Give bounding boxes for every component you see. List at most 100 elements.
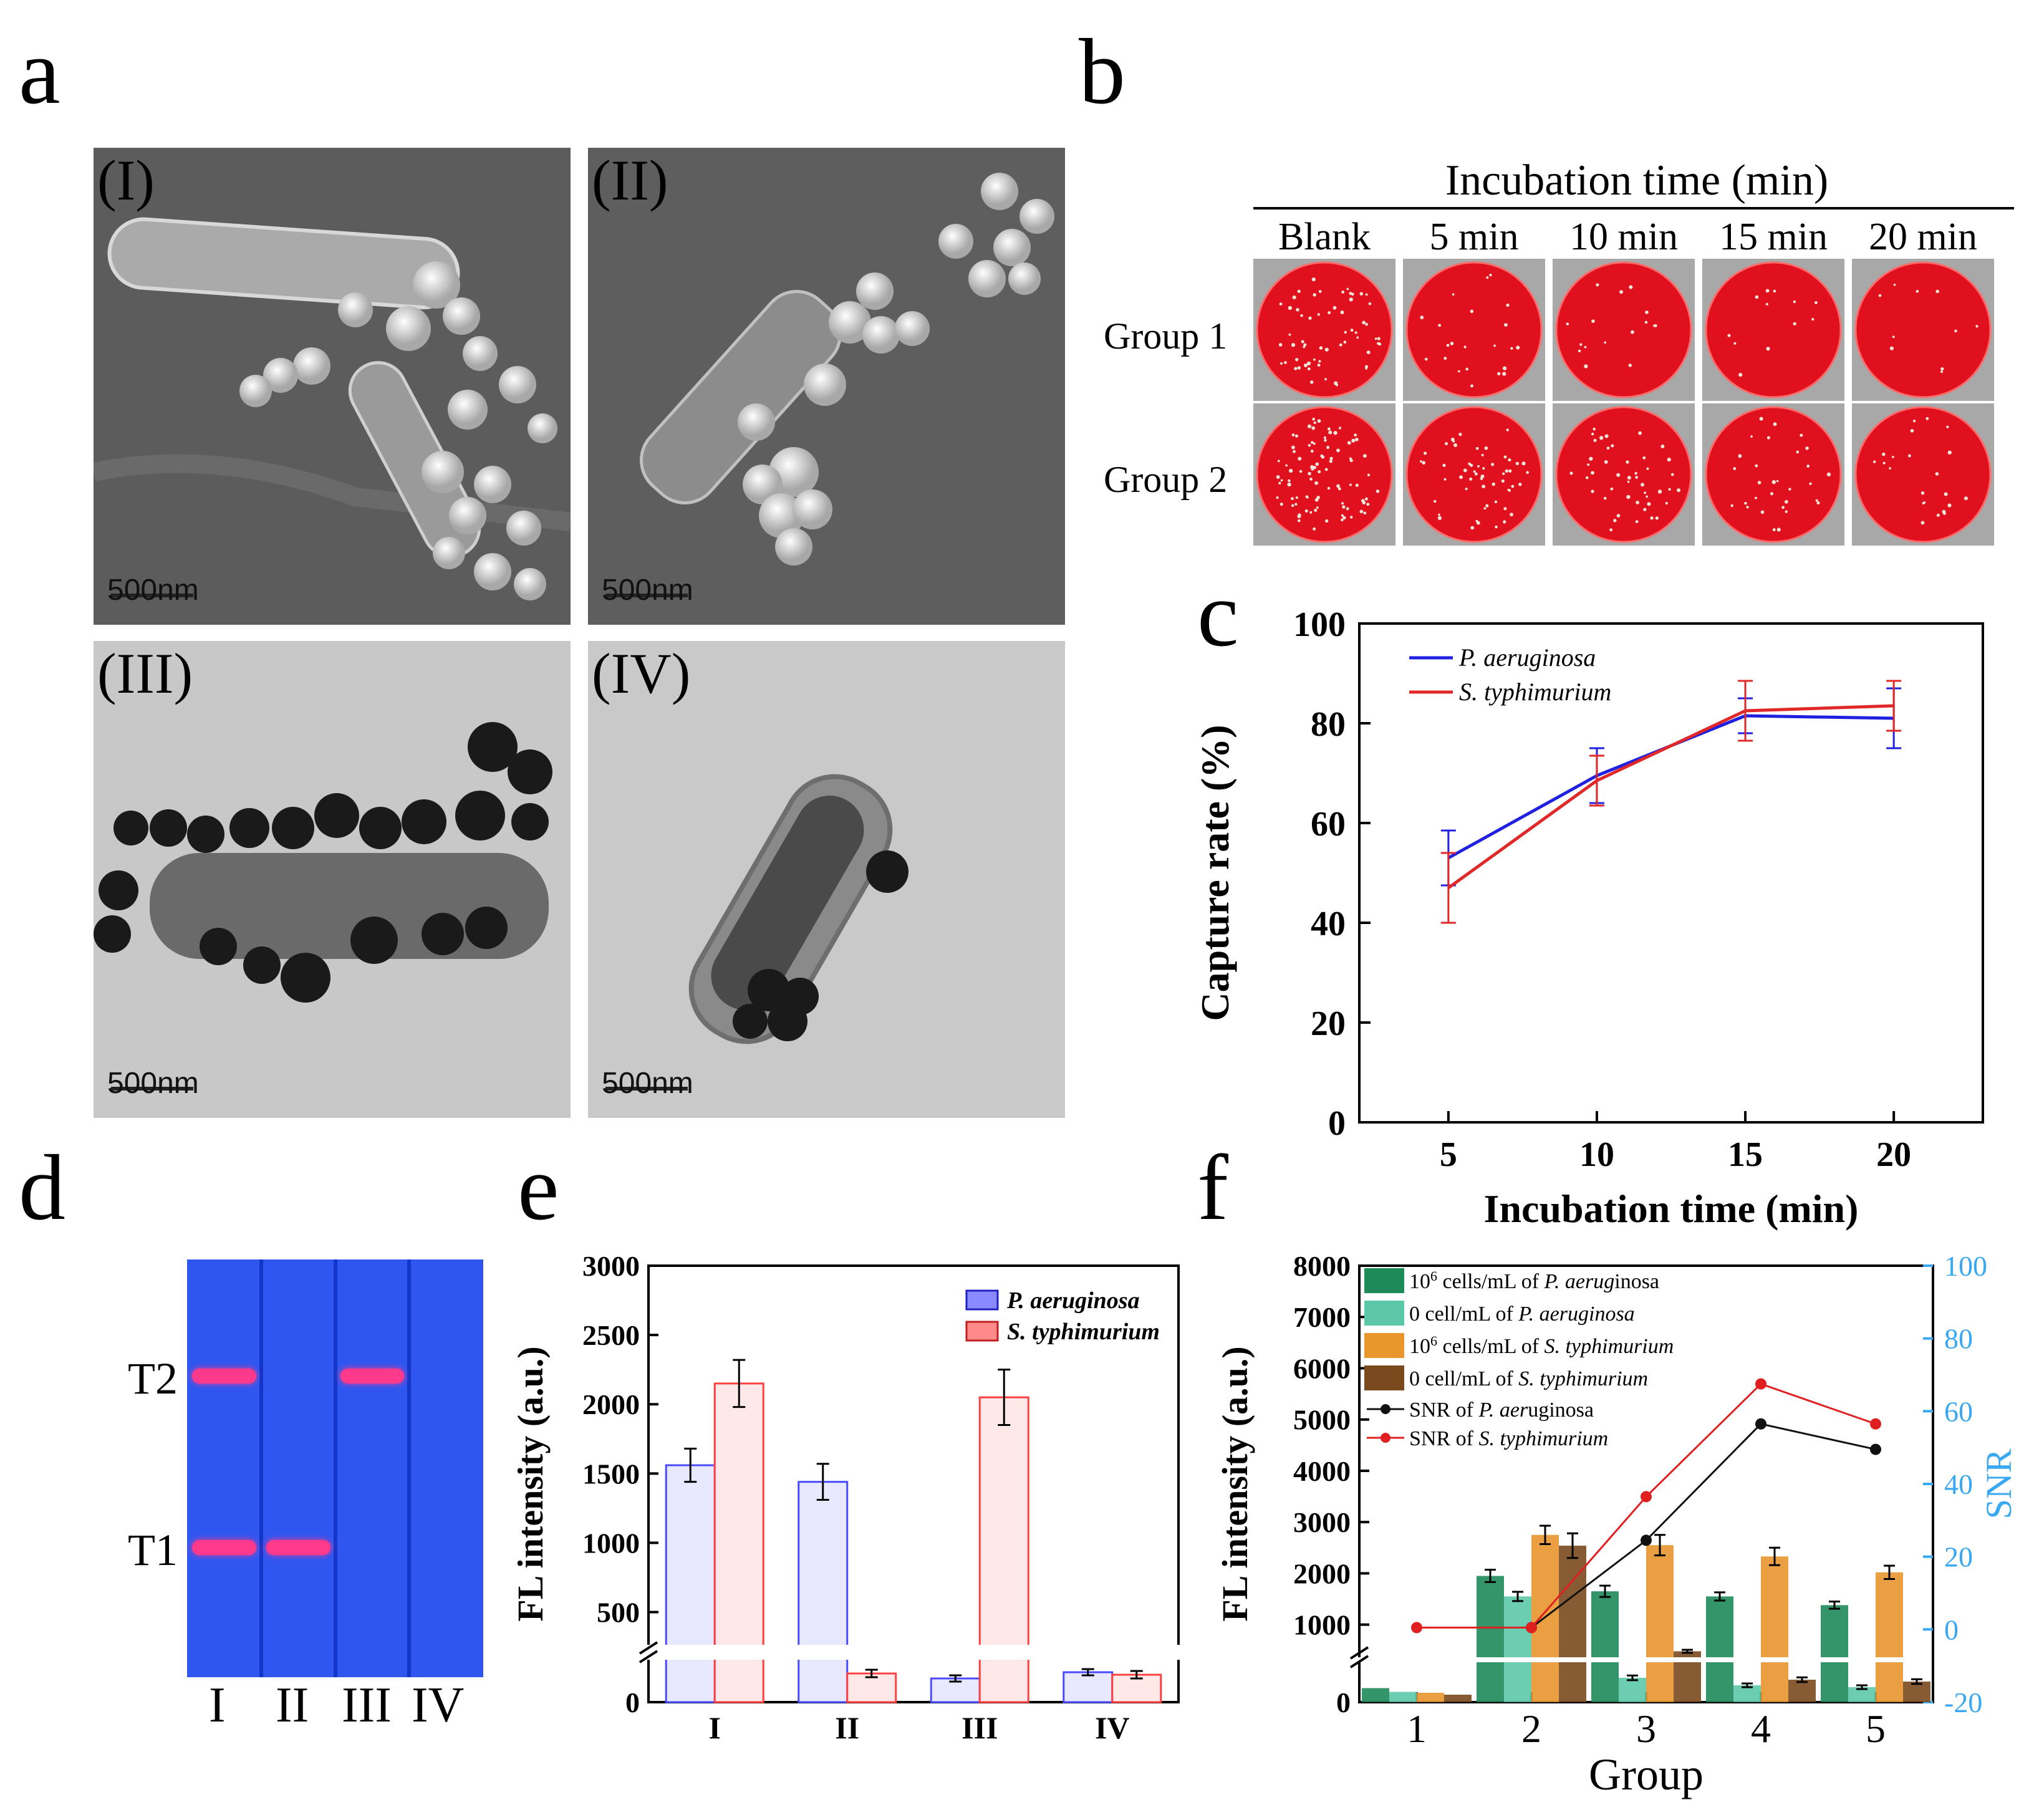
colony-dot — [1508, 489, 1511, 492]
micrograph-tem-1: (III) 500nm — [94, 641, 571, 1118]
colony-dot — [1280, 362, 1283, 365]
x-axis-label: Group — [1589, 1750, 1704, 1799]
colony-dot — [1355, 438, 1359, 441]
axis-break-gap — [636, 1645, 1191, 1660]
colony-dot — [1826, 472, 1831, 477]
colony-dot — [1291, 343, 1296, 347]
colony-dot — [1278, 481, 1281, 485]
scale-bar-label: 500nm — [602, 574, 693, 607]
colony-dot — [1935, 289, 1939, 294]
colony-dot — [1368, 302, 1372, 306]
colony-dot — [1646, 467, 1649, 470]
colony-dot — [1311, 441, 1314, 444]
column-header: 20 min — [1869, 216, 1977, 258]
colony-dot — [1313, 442, 1316, 445]
colony-dot — [1277, 460, 1280, 463]
colony-dot — [1367, 473, 1370, 476]
colony-dot — [1738, 454, 1742, 458]
agar-dish — [1555, 406, 1692, 543]
colony-dot — [1946, 425, 1949, 428]
colony-dot — [1294, 367, 1298, 370]
colony-dot — [1481, 453, 1484, 456]
y-tick-label: 40 — [1311, 905, 1346, 943]
colony-dot — [1785, 499, 1788, 504]
colony-dot — [1503, 455, 1507, 459]
y-tick-label: 4000 — [1293, 1455, 1351, 1487]
colony-dot — [1311, 277, 1316, 282]
colony-dot — [1765, 302, 1768, 306]
agar-dish — [1705, 406, 1842, 543]
lane-labels: I II III IV — [187, 1677, 483, 1733]
colony-dot — [1942, 511, 1946, 515]
colony-dot — [1304, 509, 1308, 513]
colony-dot — [1776, 479, 1779, 483]
colony-dot — [1485, 504, 1489, 508]
colony-dot — [1611, 444, 1614, 448]
lane-divider — [259, 1259, 263, 1677]
legend: P. aeruginosa S. typhimurium — [965, 1288, 1160, 1345]
y2-tick-label: 40 — [1944, 1468, 1973, 1500]
line-label-t2: T2 — [128, 1354, 178, 1404]
colony-dot — [1521, 461, 1526, 466]
colony-dot — [1291, 504, 1294, 508]
colony-dot — [1329, 460, 1333, 463]
colony-dot — [1599, 436, 1604, 440]
test-band-t1 — [266, 1540, 330, 1555]
colony-dot — [1465, 488, 1468, 491]
legend-label: 0 cell/mL of S. typhimurium — [1409, 1367, 1648, 1390]
colony-dot — [1619, 290, 1623, 294]
x-tick-label: 4 — [1751, 1707, 1771, 1751]
incubation-header: Incubation time (min) — [1445, 156, 1829, 205]
colony-dot — [1785, 510, 1788, 513]
colony-dot — [1585, 476, 1589, 479]
column-header: 10 min — [1569, 216, 1678, 258]
y2-tick-label: 100 — [1944, 1250, 1987, 1282]
colony-dot — [1738, 373, 1743, 377]
agar-dish — [1256, 406, 1393, 543]
plot-frame — [1358, 622, 1984, 1124]
colony-dot — [1781, 506, 1785, 509]
colony-dot — [1657, 489, 1662, 494]
colony-dot — [1346, 507, 1349, 511]
y-tick-label: 6000 — [1293, 1352, 1351, 1384]
colony-dot — [1463, 468, 1467, 473]
colony-dot — [1733, 342, 1737, 345]
plate-image — [1854, 261, 1992, 398]
colony-dot — [1475, 446, 1479, 450]
colony-dot — [1510, 347, 1513, 350]
colony-dot — [1772, 528, 1776, 532]
colony-dot — [1760, 510, 1765, 514]
colony-dot — [1925, 416, 1929, 420]
colony-dot — [1362, 454, 1367, 458]
scale-bar-label: 500nm — [602, 1067, 693, 1100]
colony-dot — [1526, 471, 1529, 474]
axis-break-mark — [639, 1641, 658, 1655]
colony-dot — [1635, 476, 1638, 479]
colony-dot — [1341, 291, 1344, 294]
colony-dot — [1515, 461, 1520, 466]
snr-point — [1641, 1534, 1652, 1546]
micrograph-tag: (I) — [97, 148, 155, 212]
colony-dot — [1566, 322, 1569, 325]
colony-dot — [1944, 492, 1948, 496]
agar-dish — [1555, 261, 1692, 398]
colony-dot — [1665, 502, 1668, 505]
colony-dot — [1504, 323, 1508, 327]
plate-image — [1705, 406, 1842, 543]
colony-dot — [1350, 329, 1354, 332]
bar — [1417, 1693, 1444, 1702]
colony-dot — [1650, 516, 1654, 520]
colony-dot — [1363, 511, 1367, 515]
panel-label-d: d — [19, 1136, 65, 1240]
colony-dot — [1424, 451, 1427, 455]
panel-label-f: f — [1197, 1136, 1228, 1240]
panel-label-e: e — [518, 1136, 559, 1240]
colony-dot — [1318, 290, 1322, 293]
bar — [1619, 1678, 1646, 1702]
colony-dot — [1297, 289, 1301, 293]
colony-dot — [1647, 502, 1651, 506]
colony-dot — [1294, 503, 1298, 506]
colony-dot — [1882, 461, 1886, 465]
snr-point — [1526, 1622, 1537, 1634]
colony-dot — [1336, 383, 1339, 387]
